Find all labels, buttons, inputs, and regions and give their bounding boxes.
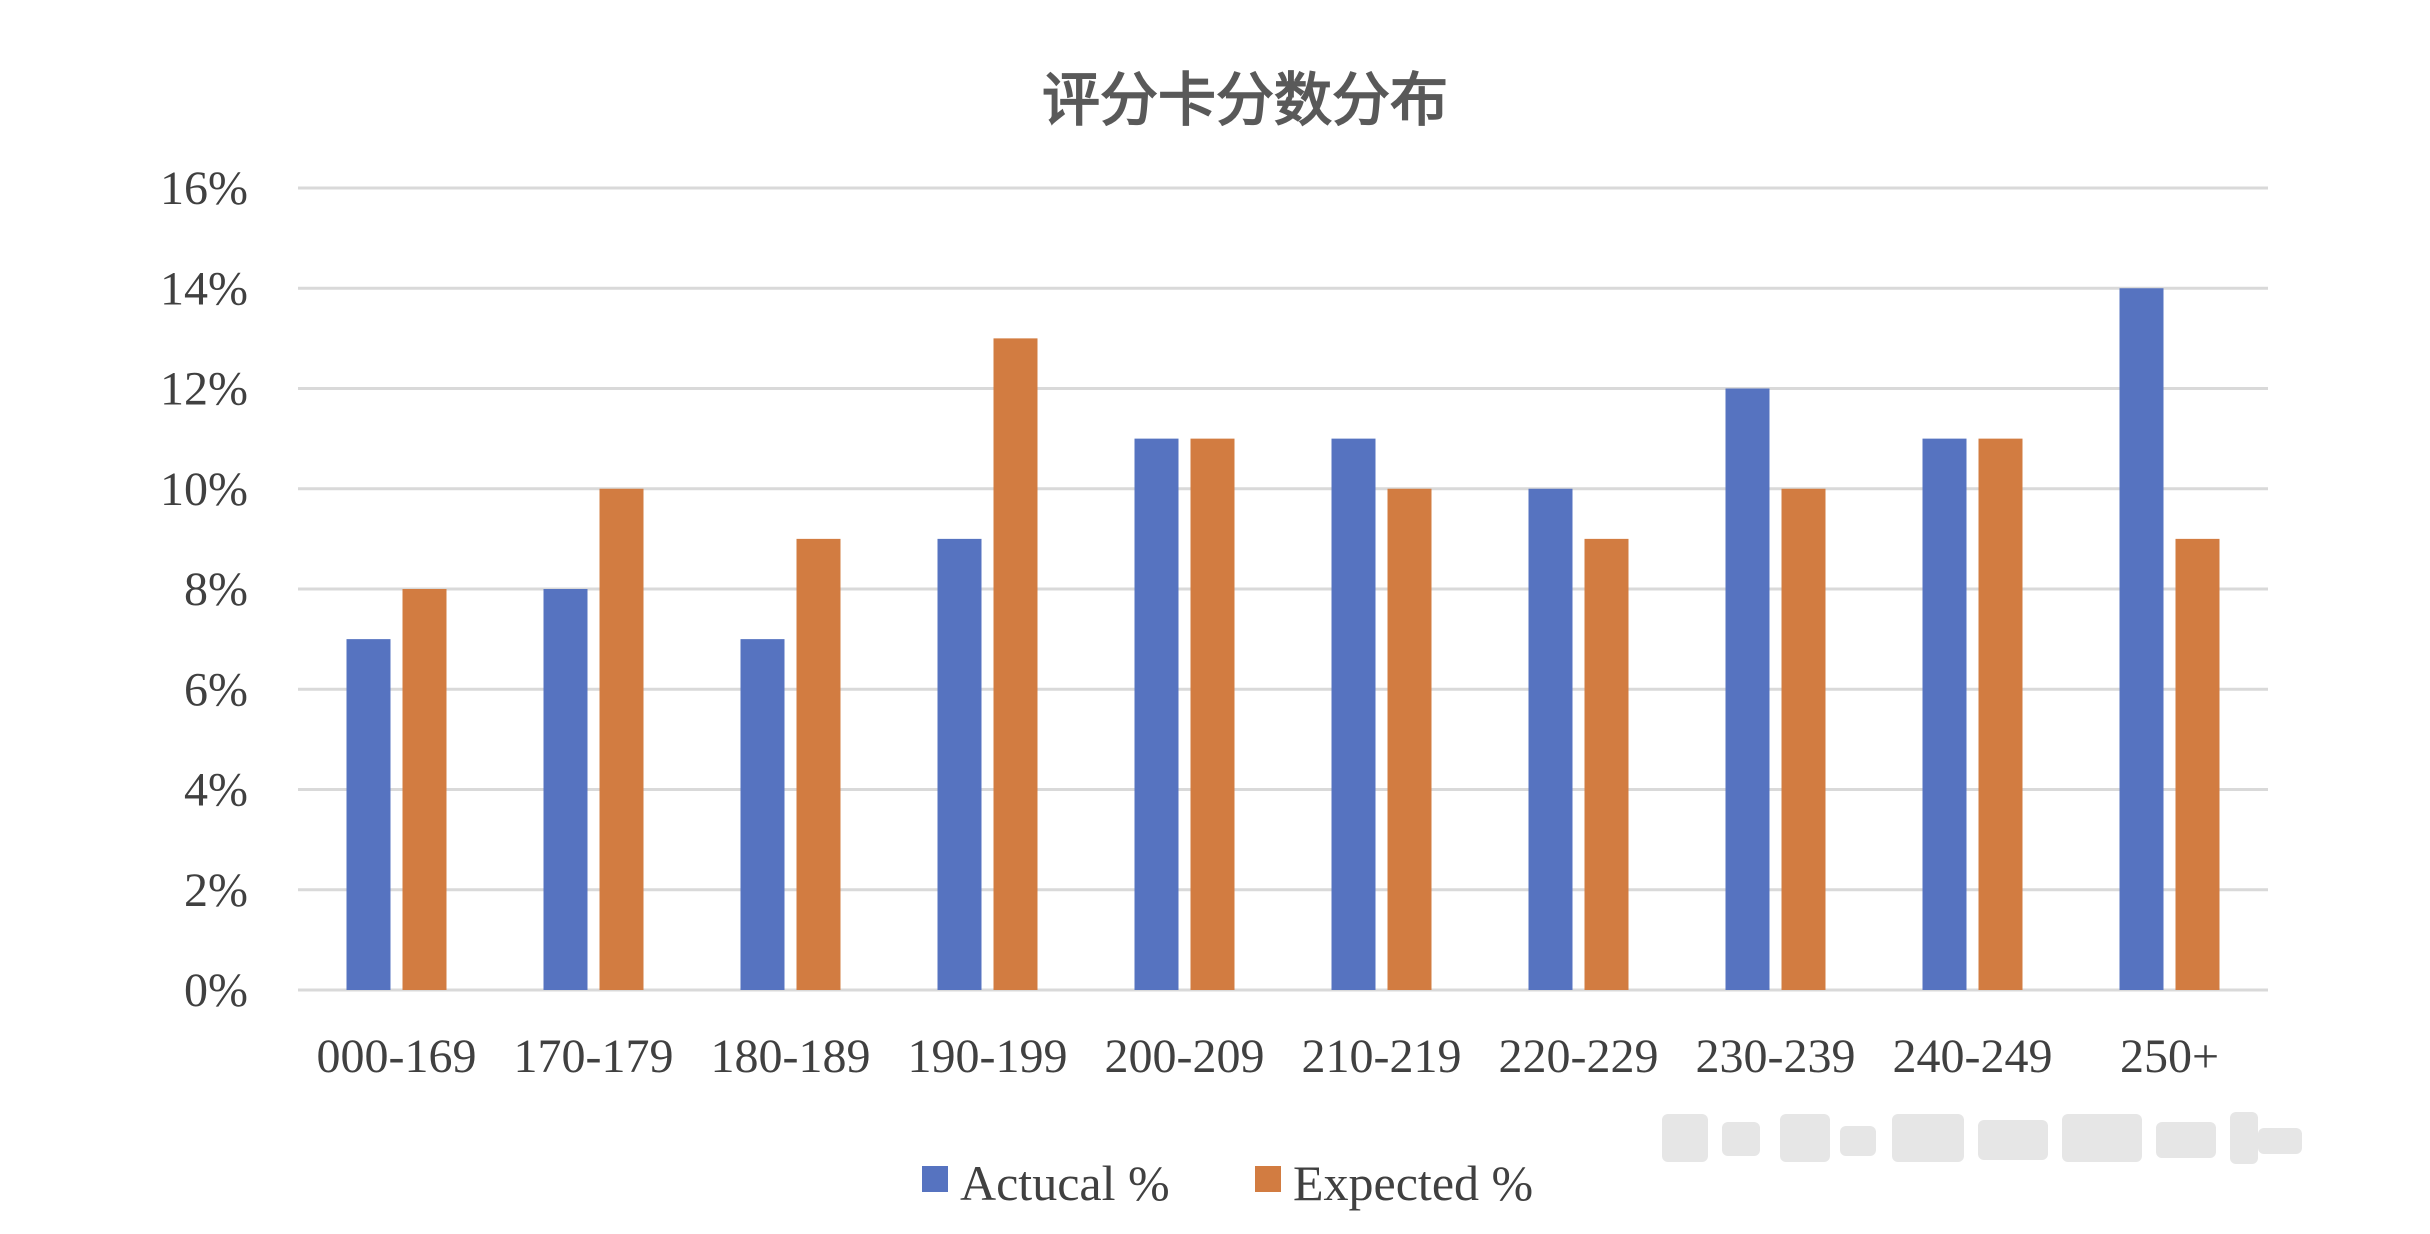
watermark-block — [2230, 1112, 2258, 1164]
y-tick-label: 14% — [160, 262, 248, 315]
watermark-block — [2258, 1128, 2302, 1154]
x-tick-label: 000-169 — [317, 1030, 477, 1083]
bar-actual-200-209 — [1134, 438, 1179, 990]
x-tick-label: 230-239 — [1696, 1030, 1856, 1083]
y-tick-label: 4% — [184, 764, 248, 817]
bar-actual-180-189 — [740, 639, 785, 990]
bar-expected-220-229 — [1584, 538, 1629, 990]
gridlines — [298, 186, 2268, 992]
bar-expected-250+ — [2175, 538, 2220, 990]
legend-swatch — [1255, 1166, 1281, 1192]
x-tick-label: 240-249 — [1893, 1030, 2053, 1083]
watermark-block — [1892, 1114, 1964, 1162]
bars — [346, 288, 2220, 990]
watermark-block — [1662, 1114, 1708, 1162]
x-tick-label: 190-199 — [908, 1030, 1068, 1083]
x-tick-label: 250+ — [2120, 1030, 2219, 1083]
bar-expected-210-219 — [1387, 488, 1432, 990]
y-tick-label: 8% — [184, 563, 248, 616]
bar-expected-190-199 — [993, 338, 1038, 990]
y-tick-label: 6% — [184, 663, 248, 716]
x-tick-label: 180-189 — [711, 1030, 871, 1083]
bar-actual-000-169 — [346, 639, 391, 990]
chart-title: 评分卡分数分布 — [1042, 66, 1448, 134]
watermark-blur — [1662, 1112, 2302, 1164]
x-tick-label: 200-209 — [1105, 1030, 1265, 1083]
x-tick-label: 170-179 — [514, 1030, 674, 1083]
watermark-block — [1840, 1126, 1876, 1156]
legend-label: Actucal % — [960, 1155, 1170, 1211]
watermark-block — [2156, 1122, 2216, 1158]
bar-expected-230-239 — [1781, 488, 1826, 990]
legend-swatch — [922, 1166, 948, 1192]
y-tick-label: 10% — [160, 463, 248, 516]
watermark-block — [1978, 1120, 2048, 1160]
bar-actual-210-219 — [1331, 438, 1376, 990]
bar-actual-240-249 — [1922, 438, 1967, 990]
bar-actual-170-179 — [543, 589, 588, 990]
bar-actual-230-239 — [1725, 388, 1770, 990]
bar-actual-220-229 — [1528, 488, 1573, 990]
x-axis-ticks: 000-169 170-179 180-189 190-199 200-209 210-2… — [317, 1030, 2220, 1083]
watermark-block — [1780, 1114, 1830, 1162]
y-tick-label: 2% — [184, 864, 248, 917]
bar-actual-250+ — [2119, 288, 2164, 990]
bar-expected-240-249 — [1978, 438, 2023, 990]
x-tick-label: 220-229 — [1499, 1030, 1659, 1083]
y-tick-label: 12% — [160, 363, 248, 416]
y-axis-ticks: 0% 2% 4% 6% 8% 10% 12% 14% 16% — [160, 162, 248, 1017]
bar-actual-190-199 — [937, 538, 982, 990]
bar-expected-170-179 — [599, 488, 644, 990]
legend-label: Expected % — [1293, 1155, 1533, 1211]
bar-expected-200-209 — [1190, 438, 1235, 990]
y-tick-label: 0% — [184, 964, 248, 1017]
legend: Actucal % Expected % — [922, 1155, 1533, 1211]
x-tick-label: 210-219 — [1302, 1030, 1462, 1083]
bar-expected-000-169 — [402, 589, 447, 990]
bar-expected-180-189 — [796, 538, 841, 990]
watermark-block — [1722, 1122, 1760, 1156]
y-tick-label: 16% — [160, 162, 248, 215]
watermark-block — [2062, 1114, 2142, 1162]
